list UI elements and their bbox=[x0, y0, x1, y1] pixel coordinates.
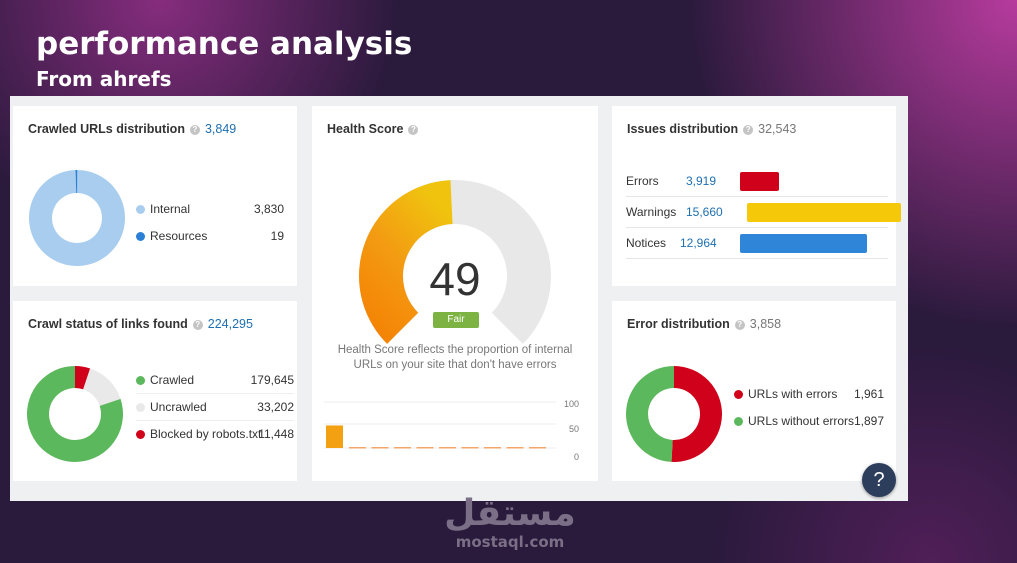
issue-row-errors[interactable]: Errors 3,919 bbox=[626, 166, 888, 197]
donut-slice-crawled[interactable] bbox=[27, 366, 123, 462]
donut-slice-urls-with-errors[interactable] bbox=[671, 366, 722, 462]
error-distribution-donut bbox=[625, 366, 722, 462]
legend-dot bbox=[136, 430, 145, 439]
crawled-urls-donut bbox=[29, 170, 125, 266]
history-bar-empty bbox=[506, 447, 524, 449]
legend-dot bbox=[734, 390, 743, 399]
donut-slice-blocked-by-robots-txt[interactable] bbox=[75, 366, 91, 390]
legend-dot bbox=[734, 417, 743, 426]
axis-label-0: 0 bbox=[574, 452, 580, 462]
issue-count[interactable]: 12,964 bbox=[680, 236, 717, 250]
legend-blocked[interactable]: Blocked by robots.txt 11,448 bbox=[136, 421, 294, 447]
error-distribution-card: Error distribution? 3,858 URLs with error… bbox=[612, 301, 896, 481]
history-bar-empty bbox=[529, 447, 546, 449]
health-score-card: Health Score? 49 Fair Health Score refle… bbox=[312, 106, 598, 481]
legend-dot bbox=[136, 232, 145, 241]
errors-bar[interactable] bbox=[740, 172, 779, 191]
watermark-url: mostaql.com bbox=[455, 533, 565, 551]
history-bar-empty bbox=[349, 447, 366, 449]
legend-crawled[interactable]: Crawled 179,645 bbox=[136, 367, 294, 394]
legend-with-errors[interactable]: URLs with errors 1,961 bbox=[734, 381, 884, 407]
slide-title: performance analysis bbox=[36, 26, 413, 62]
donut-slice-resources[interactable] bbox=[75, 170, 78, 194]
crawl-status-card: Crawl status of links found? 224,295 Craw… bbox=[13, 301, 297, 481]
legend-dot bbox=[136, 376, 145, 385]
card-title: Crawled URLs distribution? 3,849 bbox=[28, 122, 237, 136]
help-icon[interactable]: ? bbox=[734, 320, 745, 330]
issue-count[interactable]: 3,919 bbox=[686, 174, 717, 188]
legend-internal[interactable]: Internal 3,830 bbox=[136, 196, 284, 222]
issue-row-warnings[interactable]: Warnings 15,660 bbox=[626, 197, 901, 228]
total-count[interactable]: 224,295 bbox=[207, 317, 253, 331]
notices-bar[interactable] bbox=[740, 234, 867, 253]
total-count: 3,858 bbox=[749, 317, 782, 331]
legend-uncrawled[interactable]: Uncrawled 33,202 bbox=[136, 394, 294, 421]
axis-label-50: 50 bbox=[569, 424, 580, 434]
donut-slice-uncrawled[interactable] bbox=[83, 368, 121, 406]
history-bar[interactable] bbox=[326, 425, 343, 448]
total-count: 32,543 bbox=[758, 122, 797, 136]
help-icon[interactable]: ? bbox=[743, 125, 754, 135]
history-bar-empty bbox=[371, 447, 389, 449]
health-score-value: 49 bbox=[429, 253, 481, 305]
dashboard-screenshot: Crawled URLs distribution? 3,849 Internal… bbox=[10, 96, 908, 501]
donut-slice-internal[interactable] bbox=[29, 170, 125, 266]
history-bar-empty bbox=[461, 447, 479, 449]
help-icon[interactable]: ? bbox=[189, 125, 200, 135]
health-history-chart bbox=[324, 401, 556, 449]
legend-without-errors[interactable]: URLs without errors 1,897 bbox=[734, 408, 884, 434]
card-title: Crawl status of links found? 224,295 bbox=[28, 317, 253, 331]
help-icon[interactable]: ? bbox=[408, 125, 419, 135]
history-bar-empty bbox=[394, 447, 411, 449]
donut-slice-urls-without-errors[interactable] bbox=[625, 366, 674, 462]
card-title: Issues distribution? 32,543 bbox=[627, 122, 797, 136]
rating-badge: Fair bbox=[433, 312, 479, 328]
issue-count[interactable]: 15,660 bbox=[686, 205, 723, 219]
watermark-logo: مستقل bbox=[444, 493, 576, 534]
history-bar-empty bbox=[484, 447, 501, 449]
history-bar-empty bbox=[439, 447, 456, 449]
help-button[interactable]: ? bbox=[862, 463, 896, 497]
crawl-status-donut bbox=[27, 366, 123, 462]
issues-distribution-card: Issues distribution? 32,543 Errors 3,919 … bbox=[612, 106, 901, 286]
total-count[interactable]: 3,849 bbox=[204, 122, 237, 136]
legend-dot bbox=[136, 403, 145, 412]
card-title: Health Score? bbox=[327, 122, 419, 136]
warnings-bar[interactable] bbox=[747, 203, 901, 222]
slide-subtitle: From ahrefs bbox=[36, 67, 172, 91]
axis-label-100: 100 bbox=[564, 399, 580, 409]
legend-dot bbox=[136, 205, 145, 214]
help-icon[interactable]: ? bbox=[192, 320, 203, 330]
legend-resources[interactable]: Resources 19 bbox=[136, 223, 284, 249]
card-title: Error distribution? 3,858 bbox=[627, 317, 782, 331]
health-score-gauge bbox=[359, 180, 551, 344]
history-bar-empty bbox=[416, 447, 434, 449]
issue-row-notices[interactable]: Notices 12,964 bbox=[626, 228, 888, 259]
health-score-description: Health Score reflects the proportion of … bbox=[337, 344, 573, 371]
crawled-urls-card: Crawled URLs distribution? 3,849 Internal… bbox=[13, 106, 297, 286]
gauge-fill bbox=[359, 180, 453, 344]
